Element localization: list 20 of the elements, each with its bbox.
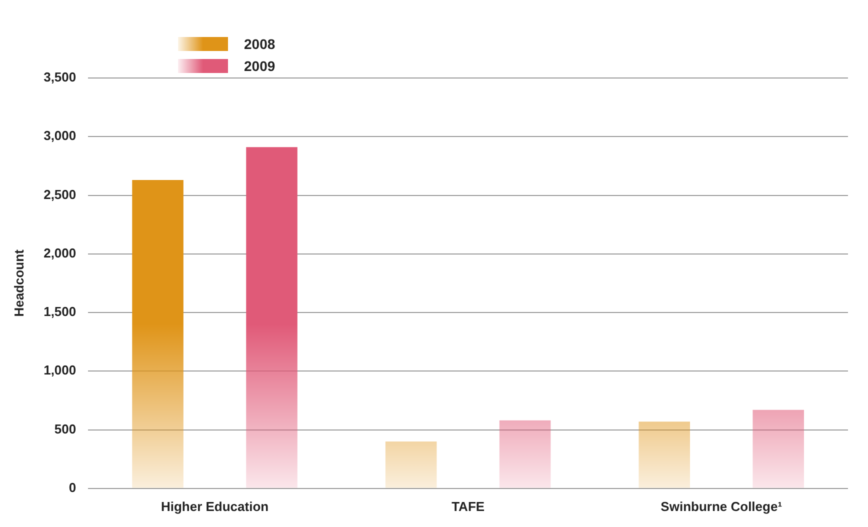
x-tick-label: Higher Education (160, 498, 269, 514)
y-tick-label: 3,500 (44, 70, 76, 85)
bar (132, 180, 184, 488)
y-tick-label: 3,000 (44, 128, 76, 144)
bar (246, 147, 298, 488)
y-tick-label: 1,000 (44, 362, 76, 378)
y-tick-label: 500 (54, 421, 76, 436)
x-tick-label: Swinburne College¹ (660, 498, 782, 514)
x-tick-label: TAFE (452, 498, 485, 514)
bar (638, 422, 690, 488)
bar (385, 441, 437, 488)
y-tick-label: 0 (68, 480, 76, 495)
y-tick-label: 1,500 (44, 304, 76, 320)
y-tick-label: 2,000 (44, 245, 76, 260)
bar (499, 420, 551, 488)
y-tick-label: 2,500 (44, 186, 76, 202)
bar (752, 410, 804, 488)
legend-label: 2008 (244, 36, 276, 52)
y-axis-title: Headcount (11, 248, 26, 317)
legend-label: 2009 (244, 58, 276, 74)
